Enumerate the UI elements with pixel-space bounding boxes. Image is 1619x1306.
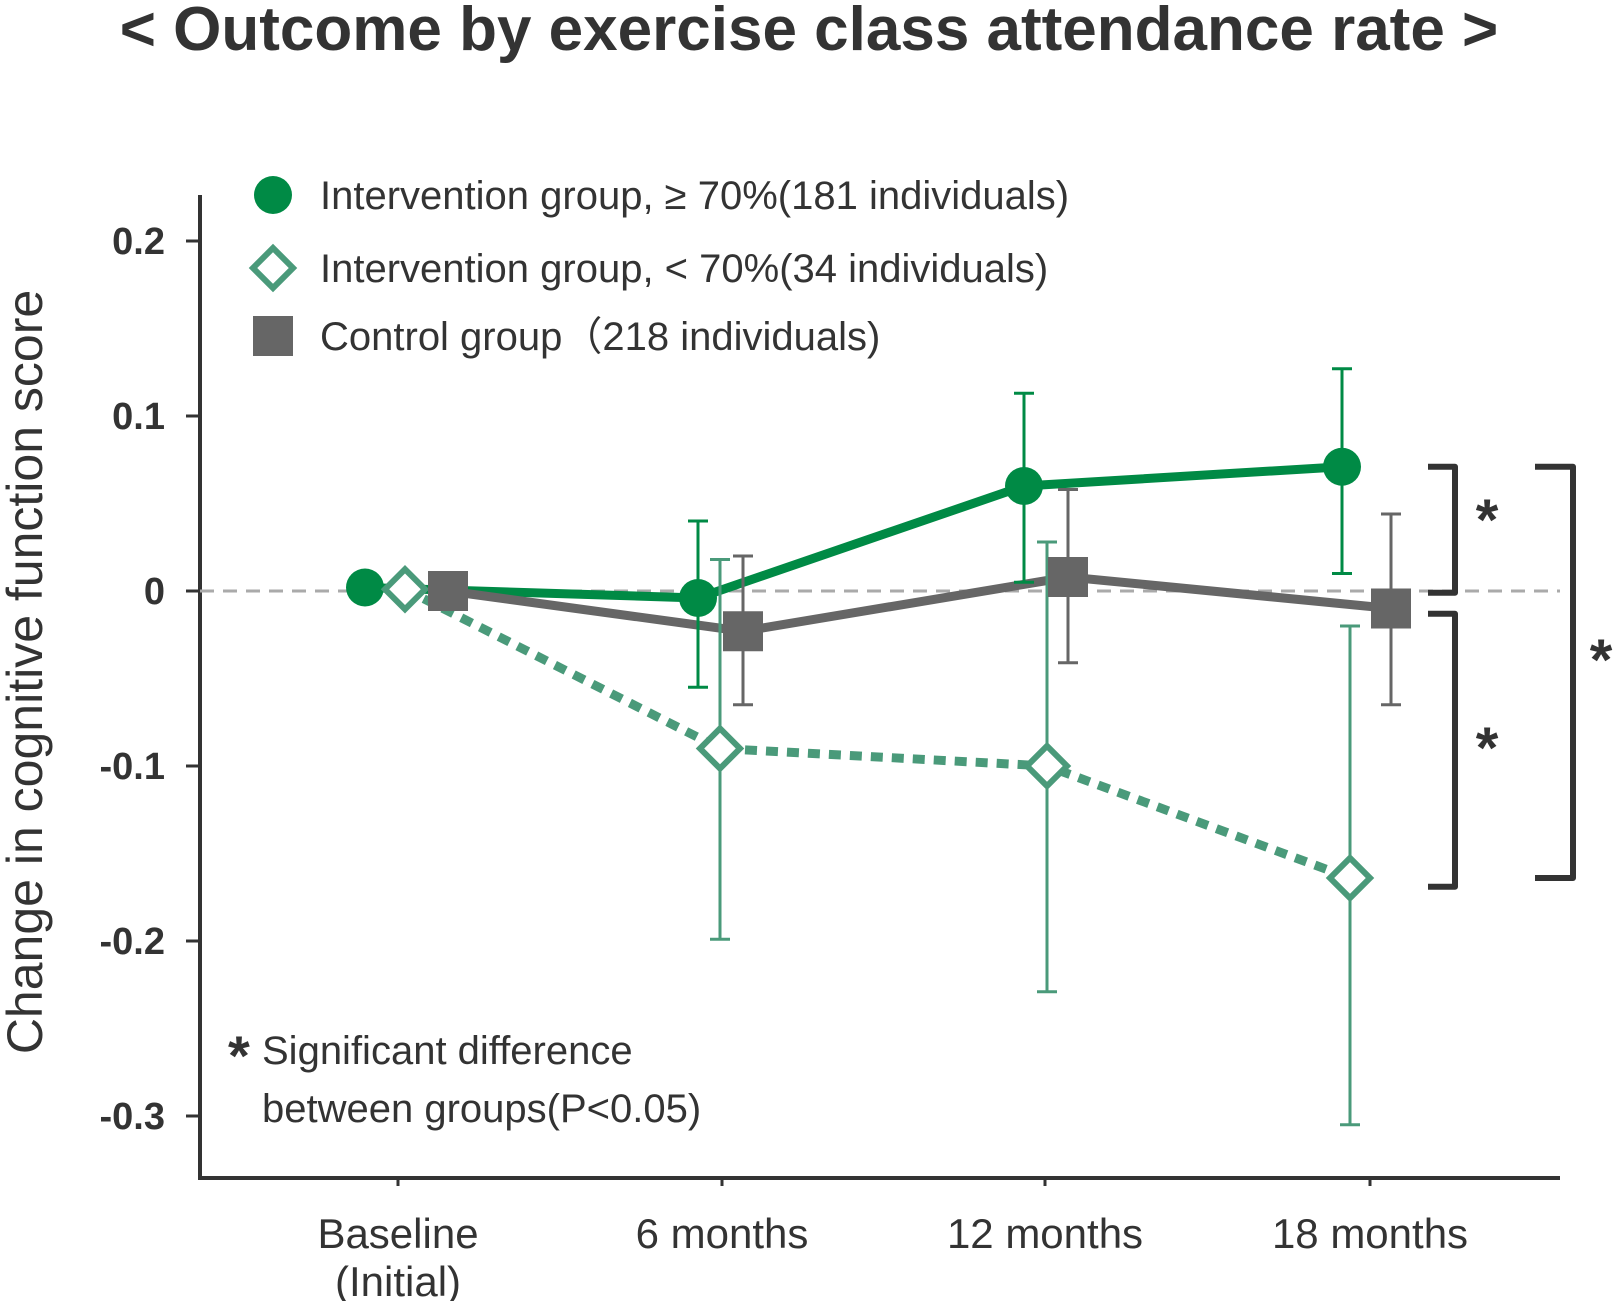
x-tick-label: 18 months [1272,1210,1468,1257]
point-circle [346,568,384,607]
axes [198,195,1560,1180]
y-tick-label: -0.2 [100,921,165,963]
legend-label: Intervention group, < 70%(34 individuals… [320,247,1048,291]
note-symbol: * [228,1024,250,1087]
series-line-2 [447,572,1392,636]
note-line-1: Significant difference [262,1029,633,1073]
error-bars [688,367,1401,1127]
series-line-0 [364,462,1343,603]
point-diamond [380,565,430,614]
y-axis-label: Change in cognitive function score [0,290,53,1054]
y-tick-label: -0.3 [100,1096,165,1138]
point-square [428,571,468,611]
y-tick-label: 0.2 [112,221,165,263]
series-line-1 [402,585,1352,883]
significance-star: * [1476,716,1499,781]
y-tick-label: -0.1 [100,746,165,788]
point-circle [1323,447,1361,486]
significance-note: * Significant difference between groups(… [228,1024,701,1131]
point-square [723,611,763,652]
y-ticks: 0.2 0.1 0 -0.1 -0.2 -0.3 [100,221,200,1138]
significance-bracket [1428,610,1458,890]
legend: Intervention group, ≥ 70%(181 individual… [248,174,1069,359]
x-tick-label-line2: (Initial) [335,1258,461,1301]
x-tick-label: 12 months [947,1210,1143,1257]
y-tick-label: 0 [144,571,165,613]
y-tick-label: 0.1 [112,396,165,438]
note-line-2: between groups(P<0.05) [262,1087,701,1131]
significance-star: * [1476,488,1499,553]
chart-title: < Outcome by exercise class attendance r… [120,0,1499,64]
significance-bracket [1428,463,1458,596]
point-diamond [1022,741,1072,791]
point-circle [254,176,292,214]
significance-bracket [1535,463,1576,881]
point-square [253,316,293,356]
legend-label: Control group（218 individuals) [320,315,880,359]
significance-star: * [1590,628,1613,693]
point-circle [1005,467,1043,505]
point-diamond [695,724,745,773]
x-tick-label: Baseline [317,1210,478,1257]
point-diamond [248,243,298,293]
point-square [1048,557,1088,597]
series-lines [364,462,1392,883]
point-diamond [1325,853,1375,903]
significance-brackets: * * * [1428,463,1613,890]
x-ticks: Baseline(Initial) 6 months 12 months 18 mon… [317,1178,1468,1305]
point-square [1371,588,1411,629]
legend-label: Intervention group, ≥ 70%(181 individual… [320,174,1069,218]
x-tick-label: 6 months [636,1210,809,1257]
point-circle [679,579,717,617]
data-markers [346,447,1411,903]
